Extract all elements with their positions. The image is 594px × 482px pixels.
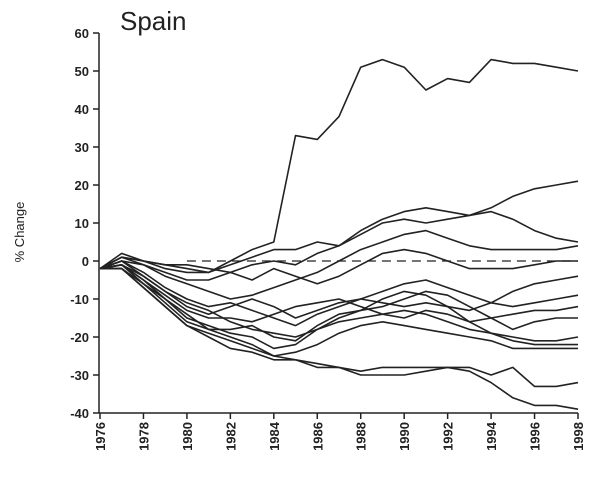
y-tick-label: -30 xyxy=(70,368,89,383)
series-line xyxy=(99,264,579,319)
x-tick-label: 1980 xyxy=(180,422,195,451)
y-tick-label: 20 xyxy=(75,178,89,193)
series-line xyxy=(99,264,578,350)
series-line xyxy=(100,267,579,388)
y-tick-label: 50 xyxy=(75,64,89,79)
series-line xyxy=(99,264,579,323)
series-line xyxy=(99,264,578,357)
series-line xyxy=(99,260,579,327)
y-axis-label: % Change xyxy=(12,202,27,263)
series-line xyxy=(99,58,579,274)
y-tick-label: -20 xyxy=(70,330,89,345)
series-line xyxy=(99,248,578,285)
x-tick-label: 1986 xyxy=(310,422,325,451)
y-tick-label: 10 xyxy=(75,216,89,231)
x-tick-label: 1976 xyxy=(93,422,108,451)
x-tick-label: 1992 xyxy=(441,422,456,451)
x-tick-label: 1984 xyxy=(267,421,282,451)
series-line xyxy=(100,267,579,410)
y-tick-label: 60 xyxy=(75,26,89,41)
y-tick-label: 30 xyxy=(75,140,89,155)
series-line xyxy=(100,267,578,342)
series-line xyxy=(99,229,579,300)
y-tick-label: 0 xyxy=(82,254,89,269)
chart-title: Spain xyxy=(120,6,187,36)
x-tick-label: 1978 xyxy=(136,422,151,451)
y-tick-label: -10 xyxy=(70,292,89,307)
series-line xyxy=(99,180,579,274)
y-tick-label: 40 xyxy=(75,102,89,117)
x-tick-label: 1996 xyxy=(528,422,543,451)
series-line xyxy=(99,260,579,342)
x-tick-label: 1994 xyxy=(484,421,499,451)
x-tick-label: 1988 xyxy=(354,422,369,451)
x-tick-label: 1998 xyxy=(571,422,586,451)
x-tick-label: 1990 xyxy=(397,422,412,451)
series-line xyxy=(99,210,579,281)
x-tick-label: 1982 xyxy=(223,422,238,451)
y-tick-label: -40 xyxy=(70,406,89,421)
